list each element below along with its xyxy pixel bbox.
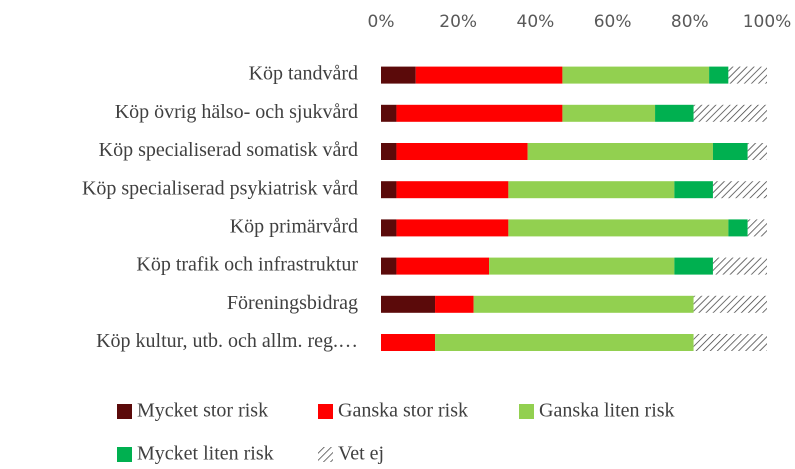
legend-label: Mycket liten risk [137,443,274,465]
category-label: Föreningsbidrag [227,292,358,314]
category-label: Köp specialiserad psykiatrisk vård [82,177,358,199]
bar-segment [396,181,509,199]
bar-segment [489,257,675,275]
bar-segment [693,295,767,313]
bar-segment [381,104,397,122]
legend-swatch [519,404,534,419]
category-label: Köp tandvård [249,63,358,85]
bar-segment [396,219,509,237]
bar-segment [712,181,767,199]
bar-segment [381,66,416,84]
bar-segment [709,66,729,84]
bar-segment [415,66,563,84]
x-tick-label: 100% [743,12,792,32]
bar-segment [508,219,729,237]
bar-segment [747,143,767,160]
bar-segment [693,104,767,122]
legend-swatch [117,404,132,419]
bar-segment [728,66,767,84]
bar-segment [396,104,563,122]
category-label: Köp kultur, utb. och allm. reg.… [96,330,358,352]
x-tick-label: 40% [517,12,555,32]
legend-label: Mycket stor risk [137,400,268,422]
x-tick-label: 0% [368,12,395,32]
bar-segment [674,181,713,199]
bar-segment [527,143,713,160]
legend-label: Ganska stor risk [338,400,468,422]
bar-segment [435,334,694,351]
x-tick-label: 20% [439,12,477,32]
bar-segment [381,334,436,351]
x-tick-label: 80% [671,12,709,32]
bar-segment [655,104,694,122]
bar-segment [396,143,528,160]
bar-segment [381,181,397,199]
category-label: Köp övrig hälso- och sjukvård [115,101,358,123]
bar-segment [381,295,436,313]
category-label: Köp specialiserad somatisk vård [99,139,358,161]
bar-segment [674,257,713,275]
bar-segment [508,181,675,199]
legend-swatch [117,447,132,462]
bar-segment [728,219,748,237]
bar-segment [381,257,397,275]
bar-segment [747,219,767,237]
legend-swatch [318,404,333,419]
bar-segment [396,257,490,275]
bar-segment [562,104,656,122]
bar-segment [693,334,767,351]
bar-segment [435,295,474,313]
bar-segment [562,66,710,84]
x-tick-label: 60% [594,12,632,32]
category-label: Köp trafik och infrastruktur [136,254,358,276]
legend-label: Vet ej [338,443,384,465]
legend-label: Ganska liten risk [539,400,675,422]
bar-segment [712,143,748,160]
legend-swatch [318,447,333,462]
bar-segment [381,143,397,160]
bar-segment [712,257,767,275]
bar-segment [473,295,694,313]
bar-segment [381,219,397,237]
category-label: Köp primärvård [230,215,358,237]
